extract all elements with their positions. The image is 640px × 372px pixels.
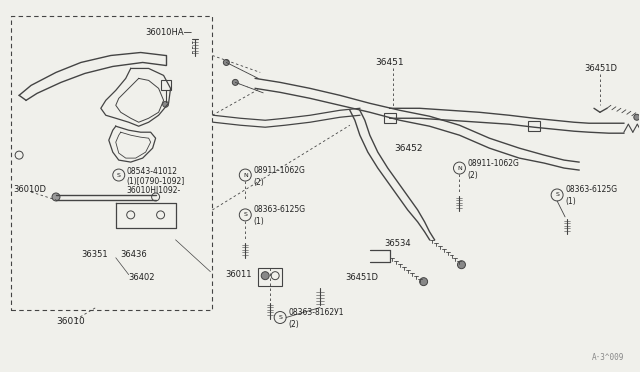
Text: 36010: 36010 (56, 317, 84, 326)
Text: 36402: 36402 (129, 273, 156, 282)
Circle shape (634, 114, 640, 120)
Text: 08911-1062G: 08911-1062G (253, 166, 305, 174)
Text: 36010HA—: 36010HA— (146, 28, 193, 37)
Text: 08363-8162У1: 08363-8162У1 (288, 308, 344, 317)
Text: (1)[0790-1092]: (1)[0790-1092] (127, 177, 185, 186)
Circle shape (113, 169, 125, 181)
Text: 36436: 36436 (121, 250, 147, 259)
Text: (1): (1) (253, 217, 264, 227)
Circle shape (454, 162, 465, 174)
Circle shape (274, 311, 286, 324)
Text: S: S (117, 173, 121, 177)
Text: 36534: 36534 (385, 239, 412, 248)
Circle shape (261, 272, 269, 280)
Text: 36011: 36011 (225, 270, 252, 279)
Text: 08543-41012: 08543-41012 (127, 167, 178, 176)
Text: 36452: 36452 (395, 144, 423, 153)
Circle shape (420, 278, 428, 286)
Bar (161, 80, 171, 90)
Text: 36010HI1092-: 36010HI1092- (127, 186, 181, 195)
Text: 36451: 36451 (375, 58, 403, 67)
Text: 36351: 36351 (81, 250, 108, 259)
Circle shape (239, 209, 252, 221)
Circle shape (239, 169, 252, 181)
Circle shape (52, 193, 60, 201)
Text: 08363-6125G: 08363-6125G (253, 205, 305, 214)
Text: S: S (243, 212, 247, 217)
Text: 36451D: 36451D (584, 64, 617, 73)
Circle shape (551, 189, 563, 201)
Bar (11, 16, 212, 310)
Circle shape (223, 60, 229, 65)
Circle shape (232, 79, 238, 86)
Circle shape (458, 261, 465, 269)
Text: (2): (2) (288, 320, 299, 329)
Text: N: N (243, 173, 248, 177)
Bar (384, 113, 396, 123)
Bar (258, 268, 282, 286)
Text: 08363-6125G: 08363-6125G (565, 186, 617, 195)
Text: 36010D: 36010D (13, 186, 46, 195)
Text: N: N (457, 166, 462, 171)
Text: (2): (2) (467, 170, 478, 180)
Bar (528, 121, 540, 131)
Text: S: S (555, 192, 559, 198)
Text: A·3^009: A·3^009 (591, 353, 624, 362)
Text: 08911-1062G: 08911-1062G (467, 158, 519, 167)
Circle shape (163, 101, 168, 107)
Text: S: S (278, 315, 282, 320)
Text: 36451D: 36451D (345, 273, 378, 282)
Text: (1): (1) (565, 198, 576, 206)
Text: (2): (2) (253, 177, 264, 186)
